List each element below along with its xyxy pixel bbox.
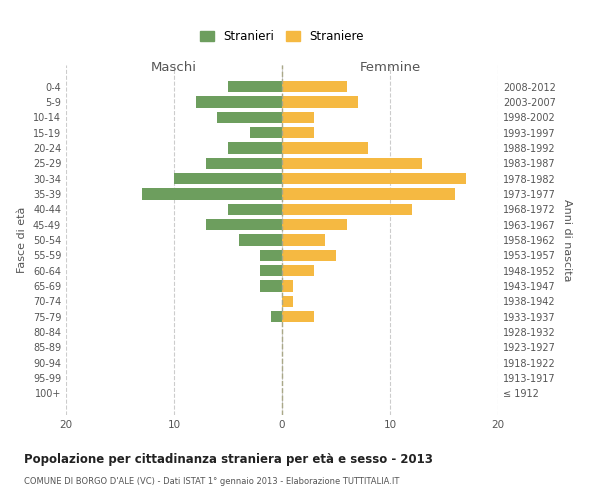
Bar [260,265,282,276]
Bar [282,280,293,292]
Bar [282,96,358,108]
Bar [271,311,282,322]
Bar [228,81,282,92]
Bar [282,296,293,307]
Bar [250,127,282,138]
Bar [260,280,282,292]
Y-axis label: Anni di nascita: Anni di nascita [562,198,572,281]
Text: Femmine: Femmine [359,62,421,74]
Bar [260,250,282,261]
Bar [206,158,282,169]
Bar [282,250,336,261]
Bar [282,173,466,184]
Bar [196,96,282,108]
Bar [282,311,314,322]
Bar [174,173,282,184]
Bar [282,127,314,138]
Bar [228,204,282,215]
Bar [206,219,282,230]
Bar [282,188,455,200]
Legend: Stranieri, Straniere: Stranieri, Straniere [195,26,369,48]
Bar [217,112,282,123]
Y-axis label: Fasce di età: Fasce di età [17,207,27,273]
Text: Popolazione per cittadinanza straniera per età e sesso - 2013: Popolazione per cittadinanza straniera p… [24,452,433,466]
Bar [282,142,368,154]
Bar [282,158,422,169]
Bar [282,204,412,215]
Bar [282,112,314,123]
Bar [239,234,282,246]
Bar [282,81,347,92]
Bar [228,142,282,154]
Bar [282,219,347,230]
Bar [282,265,314,276]
Bar [142,188,282,200]
Text: COMUNE DI BORGO D'ALE (VC) - Dati ISTAT 1° gennaio 2013 - Elaborazione TUTTITALI: COMUNE DI BORGO D'ALE (VC) - Dati ISTAT … [24,478,400,486]
Bar [282,234,325,246]
Text: Maschi: Maschi [151,62,197,74]
